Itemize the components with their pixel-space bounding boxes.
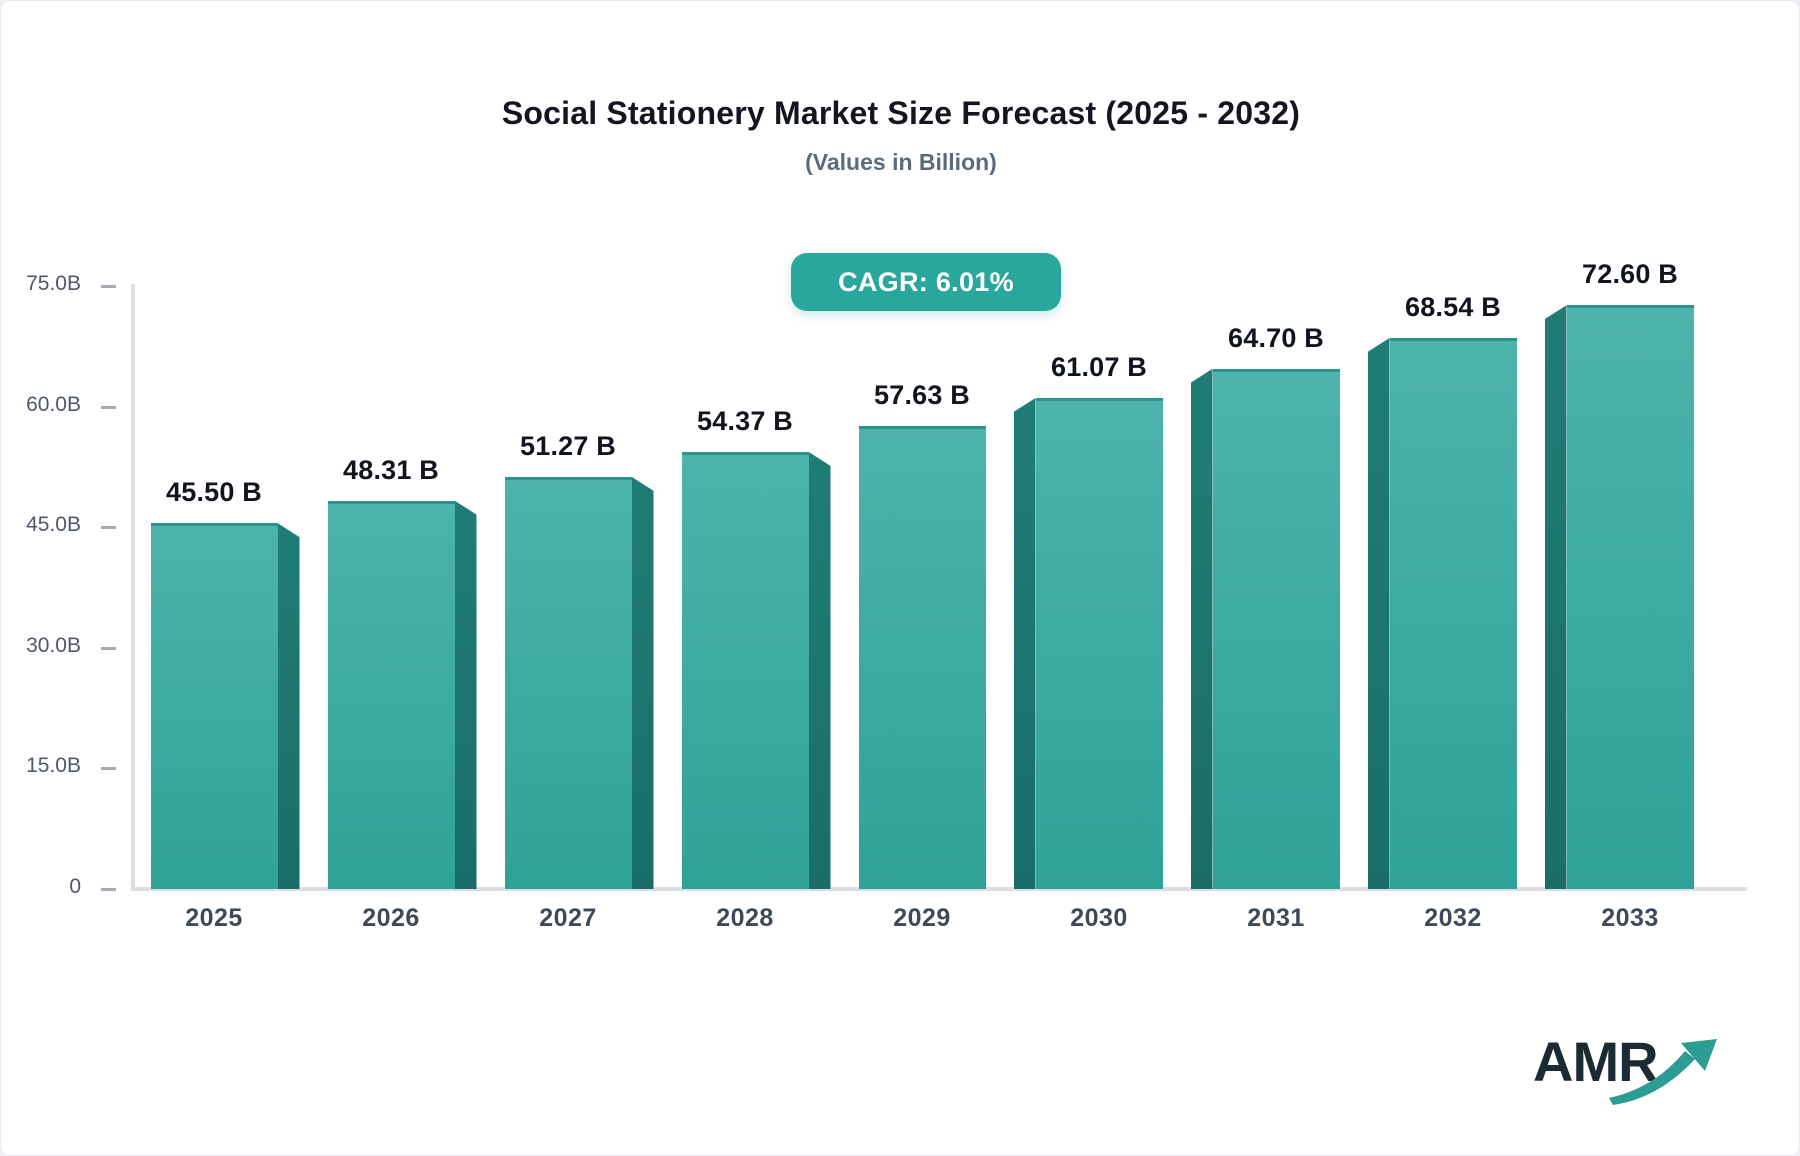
x-tick-label: 2033 [1601, 904, 1659, 932]
y-tick-label: 45.0B [26, 513, 81, 537]
x-axis-line [131, 887, 1747, 891]
chart-subtitle: (Values in Billion) [805, 149, 997, 175]
bar-value-label: 68.54 B [1405, 291, 1501, 322]
bar-2027 [504, 476, 632, 889]
bar-2032 [1389, 337, 1517, 889]
cagr-badge: CAGR: 6.01% [791, 253, 1061, 311]
y-tick-mark [101, 285, 116, 288]
bar-side-face [1367, 337, 1390, 889]
y-tick-label: 30.0B [26, 633, 81, 657]
bar-value-label: 45.50 B [166, 477, 262, 508]
y-tick-mark [101, 888, 116, 891]
x-tick-label: 2032 [1424, 904, 1482, 932]
y-tick-label: 15.0B [26, 754, 81, 778]
bar-side-face [1190, 368, 1213, 889]
bar-2028 [681, 451, 809, 889]
bar-2026 [327, 500, 455, 889]
x-tick-label: 2029 [893, 904, 951, 932]
bar-value-label: 57.63 B [874, 379, 970, 410]
growth-arrow-icon [1609, 1039, 1717, 1105]
bar-value-label: 54.37 B [697, 405, 793, 436]
bar-side-face [1013, 397, 1036, 889]
bar-side-face [277, 523, 300, 889]
y-tick-mark [101, 767, 116, 771]
bar-side-face [454, 500, 477, 889]
y-tick-label: 60.0B [26, 392, 81, 416]
bar-side-face [808, 451, 831, 889]
amr-logo-text: AMR [1533, 1030, 1659, 1093]
bar-2029 [858, 425, 986, 889]
bar-value-label: 51.27 B [520, 430, 616, 461]
bar-2033 [1566, 305, 1694, 889]
bar-2031 [1212, 368, 1340, 889]
bar-2025 [150, 523, 278, 889]
x-tick-label: 2031 [1247, 904, 1305, 932]
bar-value-label: 72.60 B [1582, 259, 1678, 290]
x-tick-label: 2027 [539, 904, 597, 932]
y-tick-label: 75.0B [26, 272, 81, 295]
y-tick-mark [101, 405, 116, 409]
x-tick-label: 2030 [1070, 904, 1128, 932]
bar-side-face [631, 476, 654, 889]
bar-value-label: 61.07 B [1051, 351, 1147, 382]
bar-value-label: 48.31 B [343, 454, 439, 485]
amr-logo: AMR [1533, 1029, 1717, 1115]
y-axis-line [131, 284, 135, 891]
x-tick-label: 2025 [185, 904, 243, 932]
y-tick-mark [101, 526, 116, 530]
y-tick-mark [101, 646, 116, 650]
x-tick-label: 2028 [716, 904, 774, 932]
chart-title: Social Stationery Market Size Forecast (… [501, 95, 1301, 131]
x-tick-label: 2026 [362, 904, 420, 932]
bar-side-face [1544, 305, 1567, 889]
bar-value-label: 64.70 B [1228, 322, 1324, 353]
y-tick-label: 0 [69, 875, 81, 898]
bar-2030 [1035, 397, 1163, 889]
